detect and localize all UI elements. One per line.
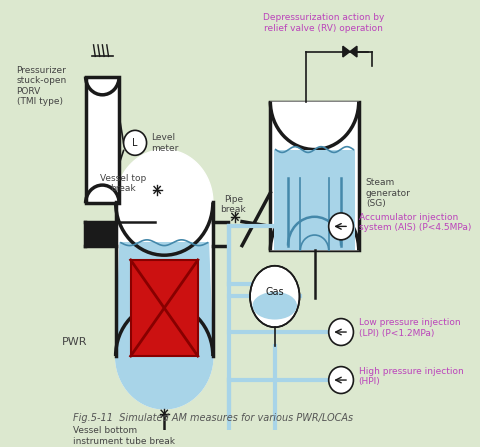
Wedge shape — [270, 101, 359, 150]
Text: L: L — [132, 138, 138, 148]
Text: Vessel top
break: Vessel top break — [99, 173, 146, 193]
Text: Level
meter: Level meter — [151, 133, 179, 152]
Ellipse shape — [250, 266, 300, 327]
Circle shape — [329, 367, 353, 393]
Circle shape — [123, 131, 146, 155]
Text: Gas: Gas — [265, 287, 284, 297]
Text: Depressurization action by
relief valve (RV) operation: Depressurization action by relief valve … — [263, 13, 384, 33]
Polygon shape — [350, 46, 357, 57]
Circle shape — [329, 213, 353, 240]
Polygon shape — [116, 202, 213, 409]
Bar — [84, 222, 116, 245]
Bar — [270, 101, 359, 250]
Bar — [131, 260, 198, 356]
Text: PWR: PWR — [62, 337, 87, 346]
Wedge shape — [270, 202, 359, 250]
Polygon shape — [116, 243, 213, 409]
Wedge shape — [85, 185, 119, 203]
Text: Pipe
break: Pipe break — [220, 195, 246, 214]
Text: High pressure injection
(HPI): High pressure injection (HPI) — [359, 367, 464, 386]
Polygon shape — [116, 150, 213, 202]
Text: Pressurizer
stuck-open
PORV
(TMI type): Pressurizer stuck-open PORV (TMI type) — [17, 66, 67, 106]
Circle shape — [329, 319, 353, 346]
Wedge shape — [85, 76, 119, 95]
Text: Vessel bottom
instrument tube break: Vessel bottom instrument tube break — [73, 426, 175, 446]
Text: Steam
generator
(SG): Steam generator (SG) — [366, 178, 411, 208]
Polygon shape — [343, 46, 350, 57]
Ellipse shape — [252, 292, 297, 320]
Text: Accumulator injection
system (AIS) (P<4.5MPa): Accumulator injection system (AIS) (P<4.… — [359, 213, 471, 232]
Bar — [85, 76, 119, 203]
Bar — [274, 150, 355, 250]
Text: Fig.5-11  Simulated AM measures for various PWR/LOCAs: Fig.5-11 Simulated AM measures for vario… — [73, 413, 353, 423]
Text: Low pressure injection
(LPI) (P<1.2MPa): Low pressure injection (LPI) (P<1.2MPa) — [359, 318, 460, 338]
